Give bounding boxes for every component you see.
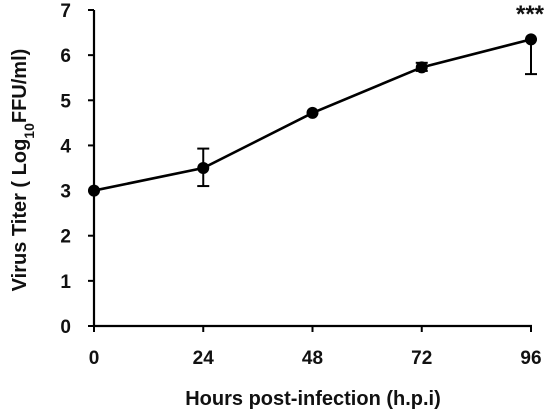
y-axis-title-tail: FFU/ml) xyxy=(9,49,31,123)
y-tick-label: 6 xyxy=(60,46,71,67)
tick-labels: 0 1 2 3 4 5 6 7 0 24 48 72 96 *** xyxy=(60,1,544,369)
data-point xyxy=(525,33,537,46)
y-axis-title: Virus Titer ( Log10FFU/ml) xyxy=(9,49,37,292)
y-axis-title-main: Virus Titer ( Log xyxy=(9,139,31,292)
y-tick-label: 2 xyxy=(60,227,71,248)
data-point xyxy=(197,162,210,174)
data-point xyxy=(88,184,100,197)
data-point xyxy=(415,61,428,74)
significance-annotation: *** xyxy=(516,1,545,28)
x-tick-label: 96 xyxy=(520,348,541,369)
x-tick-label: 0 xyxy=(89,348,100,369)
y-tick-label: 0 xyxy=(60,317,71,338)
y-tick-label: 5 xyxy=(60,91,71,112)
x-tick-label: 72 xyxy=(411,348,432,369)
data-marks xyxy=(88,33,537,197)
x-axis-title: Hours post-infection (h.p.i) xyxy=(185,388,441,410)
y-axis-title-subscript: 10 xyxy=(21,123,37,139)
axes xyxy=(88,9,532,332)
y-tick-label: 3 xyxy=(60,182,71,203)
y-tick-label: 1 xyxy=(60,272,71,293)
x-tick-label: 48 xyxy=(302,348,323,369)
y-tick-label: 7 xyxy=(60,1,71,22)
y-tick-label: 4 xyxy=(60,136,71,157)
x-tick-label: 24 xyxy=(193,348,215,369)
data-point xyxy=(306,106,319,119)
